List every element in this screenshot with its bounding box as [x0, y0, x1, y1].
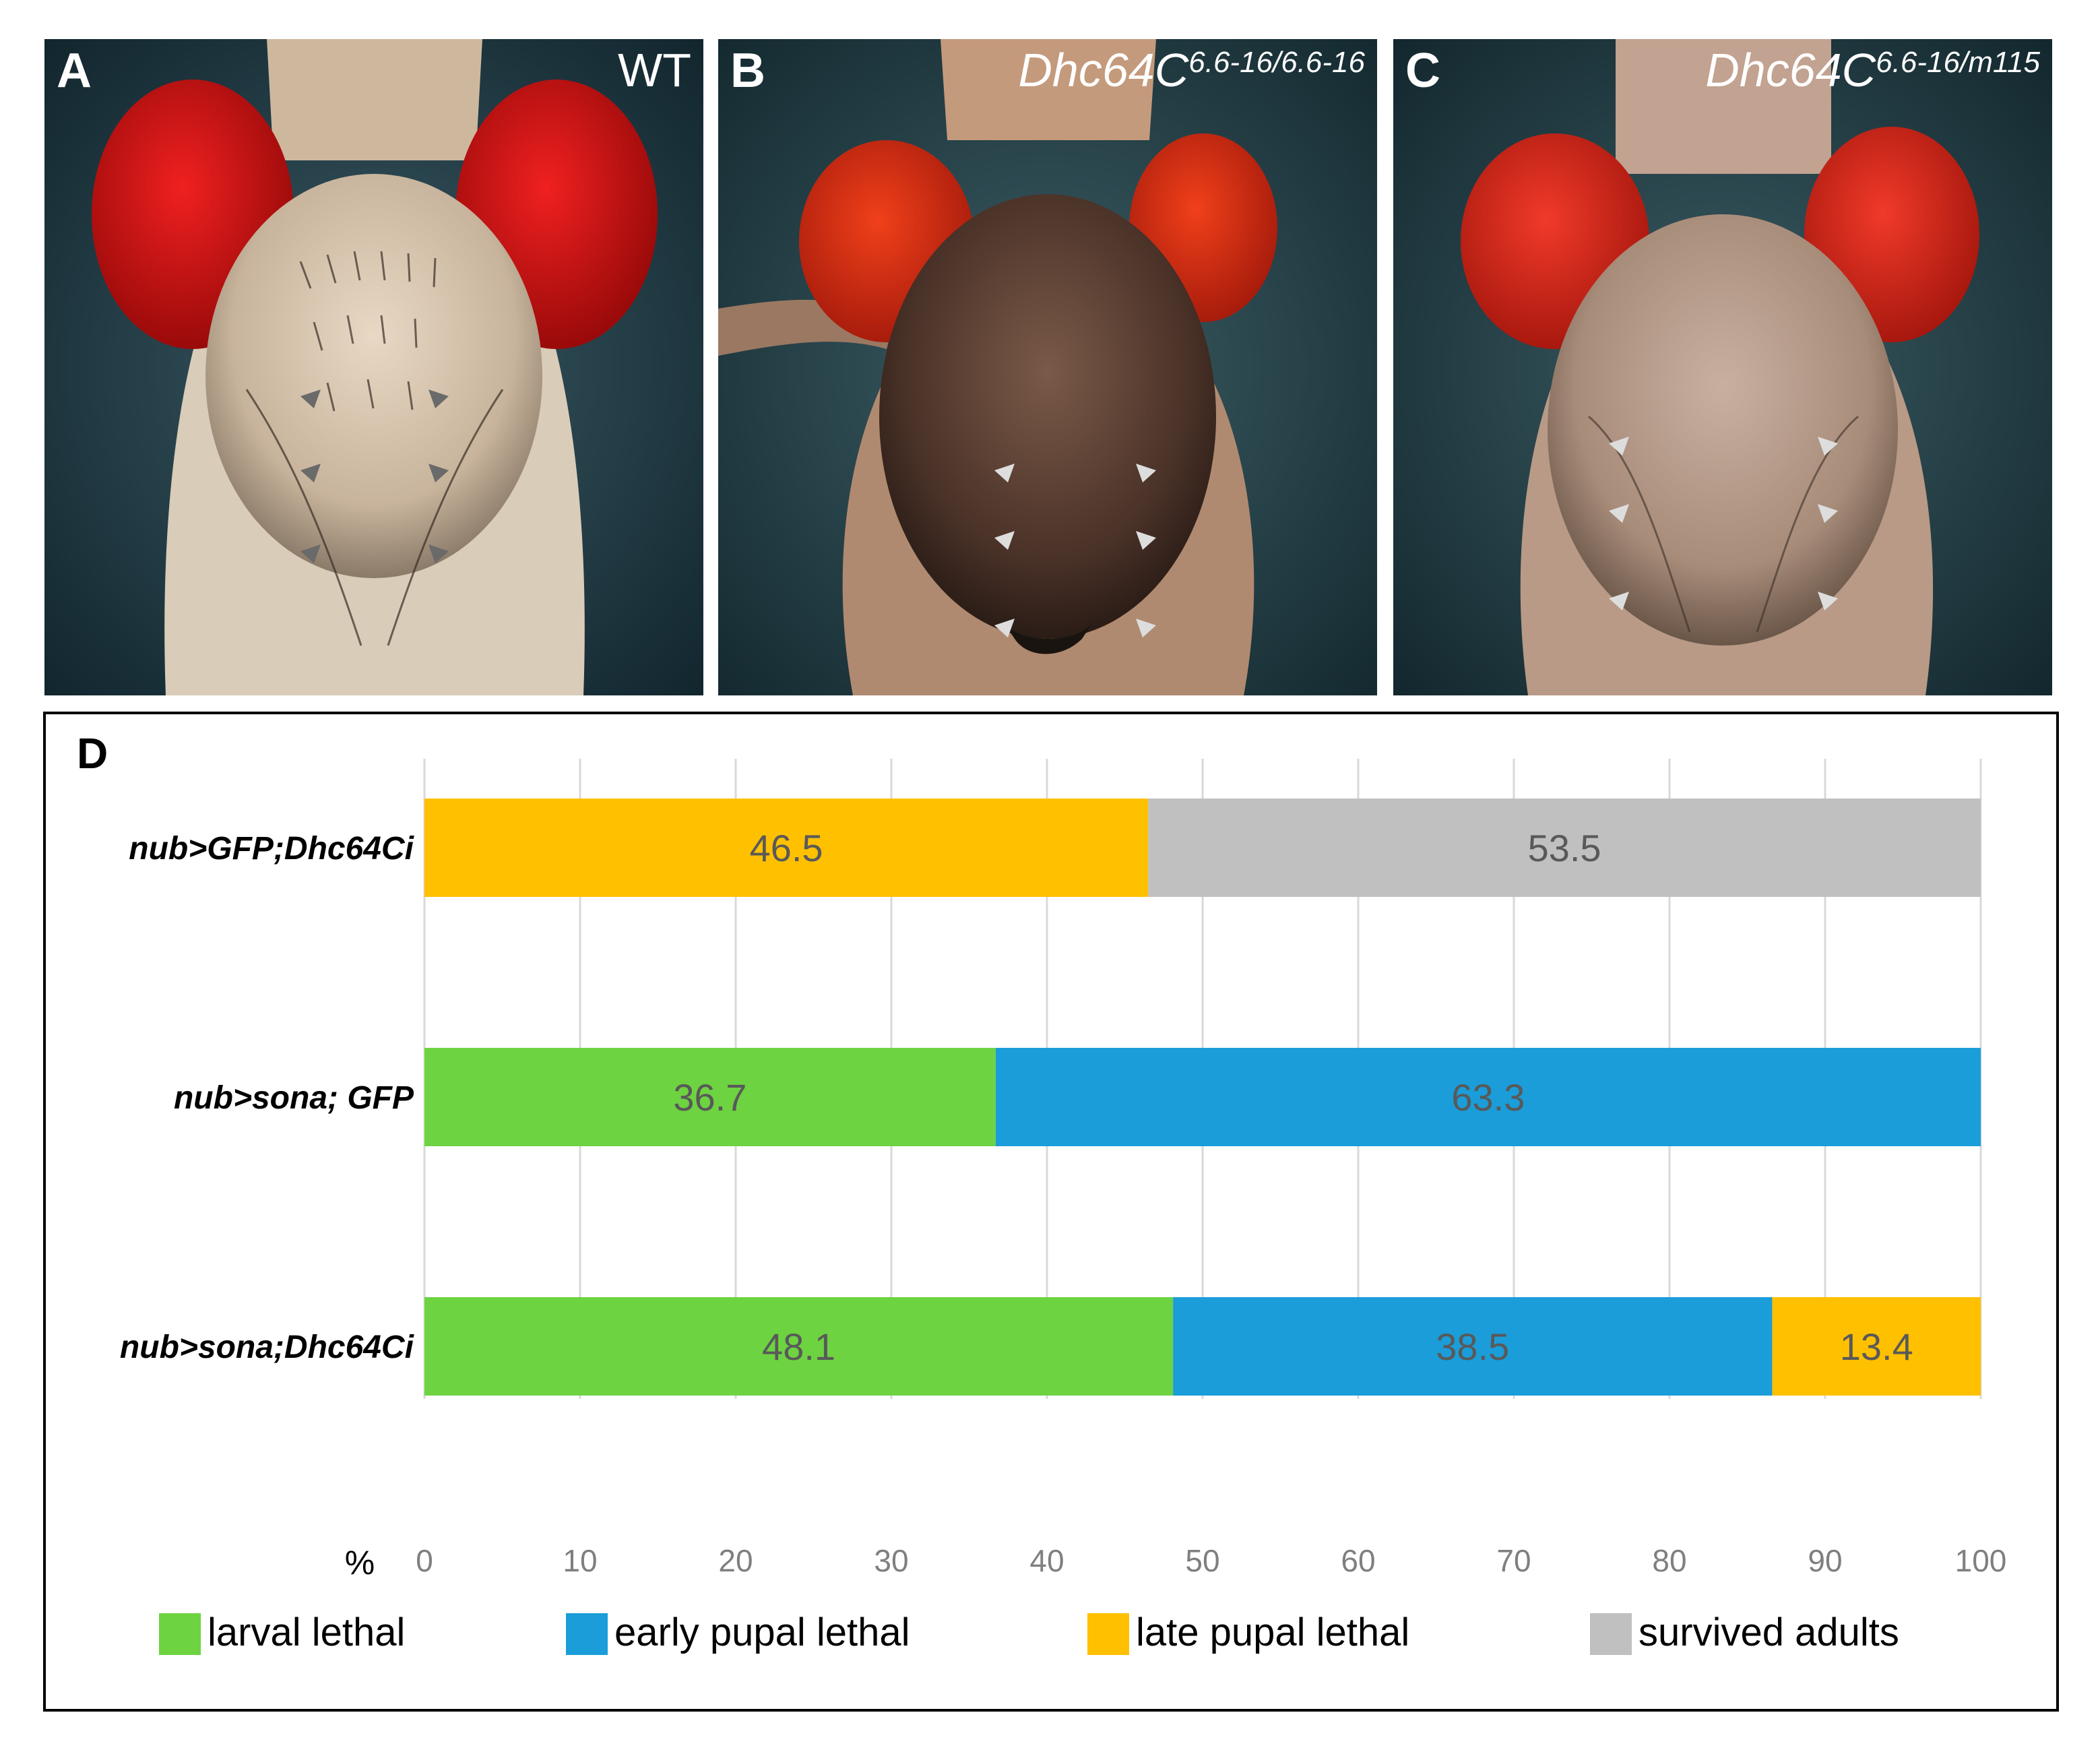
- bar-segment: [424, 1297, 1174, 1396]
- bar-segment: [995, 1048, 1981, 1146]
- legend-label: larval lethal: [208, 1611, 405, 1654]
- legend-swatch: [1087, 1613, 1129, 1655]
- x-tick-label: 70: [1496, 1543, 1531, 1578]
- data-label: 38.5: [1436, 1325, 1509, 1368]
- x-tick-label: 10: [563, 1543, 597, 1578]
- x-tick-label: 60: [1341, 1543, 1375, 1578]
- chart-panel-d: D 46.5 53.5 36.7 63.3 48.1 38.5 13.4 nub>GFP;D…: [43, 712, 2059, 1712]
- x-tick-label: 80: [1652, 1543, 1686, 1578]
- legend-label: early pupal lethal: [614, 1611, 910, 1654]
- legend-swatch: [1590, 1613, 1632, 1655]
- photo-panel-a: A WT: [44, 39, 703, 695]
- bar-segment: [424, 799, 1149, 897]
- legend-label: survived adults: [1638, 1611, 1899, 1654]
- panel-letter-a: A: [57, 44, 92, 98]
- panel-letter-b: B: [730, 44, 765, 98]
- x-tick-label: 20: [718, 1543, 753, 1578]
- category-label: nub>sona; GFP: [174, 1080, 414, 1116]
- data-label: 13.4: [1840, 1325, 1913, 1368]
- fly-thorax-image-wt: [44, 39, 703, 695]
- data-label: 36.7: [673, 1076, 746, 1119]
- photo-panel-b: B Dhc64C6.6-16/6.6-16: [718, 39, 1377, 695]
- data-label: 48.1: [762, 1325, 835, 1368]
- data-label: 63.3: [1451, 1076, 1525, 1119]
- genotype-label-a: WT: [618, 44, 691, 96]
- genotype-label-b: Dhc64C6.6-16/6.6-16: [1018, 44, 1365, 96]
- legend-swatch: [159, 1613, 201, 1655]
- x-axis-label: %: [345, 1544, 375, 1582]
- bar-segment: [1148, 799, 1981, 897]
- panel-letter-c: C: [1405, 44, 1440, 98]
- x-tick-label: 90: [1808, 1543, 1842, 1578]
- legend-swatch: [566, 1613, 608, 1655]
- x-tick-label: 40: [1029, 1543, 1064, 1578]
- category-label: nub>GFP;Dhc64Ci: [129, 831, 414, 867]
- x-tick-label: 100: [1955, 1543, 2007, 1578]
- x-tick-label: 30: [874, 1543, 908, 1578]
- panel-letter-d: D: [77, 729, 108, 778]
- category-label: nub>sona;Dhc64Ci: [120, 1330, 415, 1365]
- genotype-label-c: Dhc64C6.6-16/m115: [1705, 44, 2040, 96]
- data-label: 53.5: [1528, 827, 1601, 869]
- fly-thorax-image-b: [718, 39, 1377, 695]
- fly-thorax-image-c: [1393, 39, 2052, 695]
- stacked-bar-chart: D 46.5 53.5 36.7 63.3 48.1 38.5 13.4 nub>GFP;D…: [77, 729, 2007, 1655]
- photo-panel-c: C Dhc64C6.6-16/m115: [1393, 39, 2052, 695]
- bar-segment: [424, 1048, 996, 1146]
- legend-label: late pupal lethal: [1136, 1611, 1409, 1654]
- bar-segment: [1173, 1297, 1773, 1396]
- bar-segment: [1772, 1297, 1981, 1396]
- data-label: 46.5: [750, 827, 823, 869]
- x-tick-label: 0: [416, 1543, 433, 1578]
- x-tick-label: 50: [1185, 1543, 1219, 1578]
